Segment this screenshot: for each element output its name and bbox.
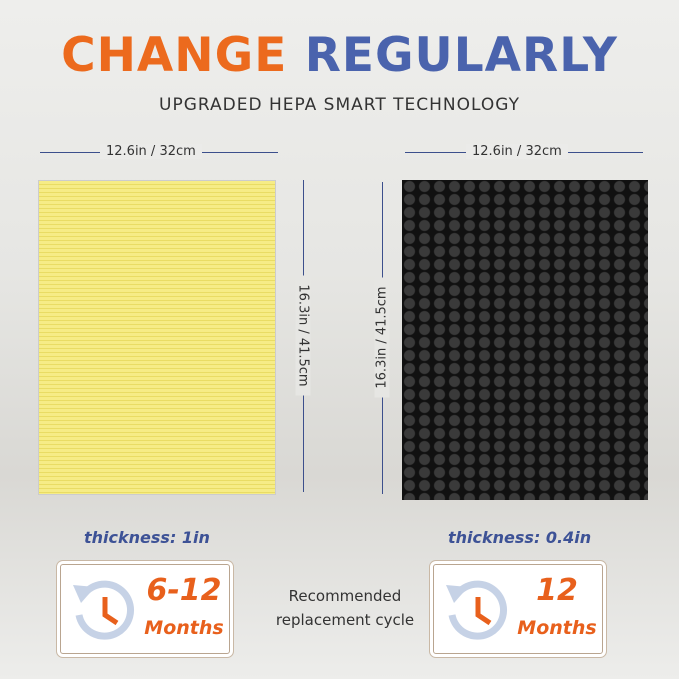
recommended-line1: Recommended [288,587,402,605]
headline-regularly: REGULARLY [304,28,618,83]
headline: CHANGE REGULARLY [0,28,679,83]
recommended-line2: replacement cycle [275,611,415,629]
clock-refresh-icon [446,580,508,640]
hepa-filter-image [38,180,276,495]
headline-change: CHANGE [61,28,288,83]
left-height-label: 16.3in / 41.5cm [295,275,311,396]
right-cycle-value: 12 [536,573,578,608]
carbon-filter-image [402,180,648,500]
right-height-label: 16.3in / 41.5cm [374,277,390,398]
subtitle: UPGRADED HEPA SMART TECHNOLOGY [159,95,520,115]
right-width-label: 12.6in / 32cm [466,144,568,159]
left-width-label: 12.6in / 32cm [100,144,202,159]
clock-refresh-icon [73,580,135,640]
right-cycle-box: 12 Months [433,564,603,654]
right-thickness: thickness: 0.4in [448,528,592,547]
right-cycle-unit: Months [517,617,597,639]
left-cycle-value: 6-12 [146,573,222,608]
left-thickness: thickness: 1in [84,528,210,547]
left-cycle-unit: Months [144,617,224,639]
left-cycle-box: 6-12 Months [60,564,230,654]
